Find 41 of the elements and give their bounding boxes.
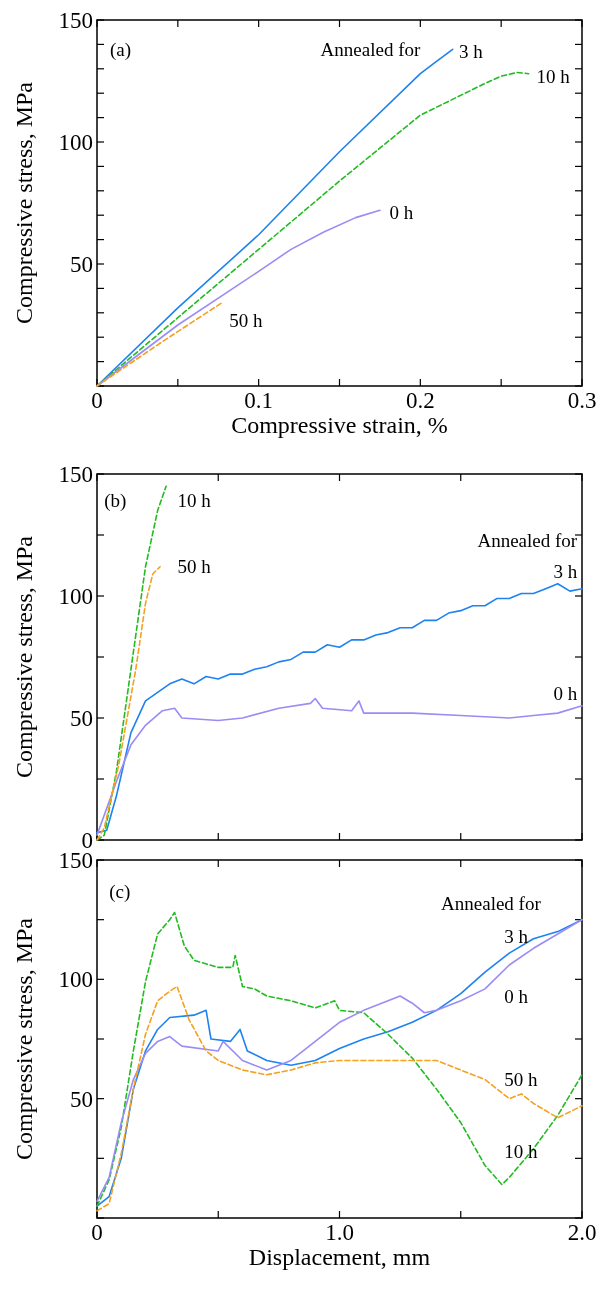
series-label: 3 h	[504, 926, 529, 948]
y-axis-title: Compressive stress, MPa	[11, 535, 37, 778]
x-tick-label: 2.0	[567, 1220, 597, 1245]
series-label: 0 h	[389, 202, 414, 224]
y-tick-label: 100	[58, 584, 93, 610]
series-label: 50 h	[229, 309, 264, 331]
series-label: 3 h	[553, 561, 578, 583]
annotation: (a)	[109, 38, 132, 61]
annotation: Annealed for	[477, 529, 578, 551]
annotation: (c)	[109, 880, 131, 903]
series-label: 10 h	[536, 65, 571, 87]
annotation: Annealed for	[320, 38, 421, 60]
y-axis-title: Compressive stress, MPa	[11, 81, 37, 324]
y-tick-label: 100	[58, 967, 93, 993]
x-tick-label: 0.2	[405, 388, 435, 413]
series-label: 50 h	[504, 1069, 538, 1091]
series-label: 0 h	[553, 683, 578, 705]
line-series	[96, 985, 583, 1212]
y-tick-label: 150	[58, 8, 93, 34]
x-tick-label: 1.0	[325, 1220, 354, 1245]
series-label: 0 h	[504, 985, 529, 1007]
line-series	[96, 71, 530, 387]
series-label: 10 h	[504, 1140, 538, 1162]
y-tick-label: 50	[70, 252, 93, 278]
series-label: 50 h	[177, 556, 212, 578]
x-axis-title: Compressive strain, %	[231, 412, 448, 438]
line-series	[96, 485, 167, 841]
y-tick-label: 50	[70, 706, 93, 732]
annotation: Annealed for	[441, 892, 542, 914]
x-tick-label: 0.1	[244, 388, 274, 413]
line-series	[96, 583, 583, 834]
x-axis-title: Displacement, mm	[248, 1244, 431, 1270]
y-tick-label: 50	[70, 1086, 93, 1112]
y-tick-label: 150	[58, 462, 93, 488]
annotation: (b)	[104, 490, 127, 513]
y-axis-title: Compressive stress, MPa	[11, 917, 37, 1160]
line-series	[96, 565, 161, 841]
y-tick-label: 100	[58, 130, 93, 156]
x-tick-label: 0.3	[567, 388, 597, 413]
series-label: 3 h	[458, 41, 484, 63]
series-label: 10 h	[177, 490, 212, 512]
